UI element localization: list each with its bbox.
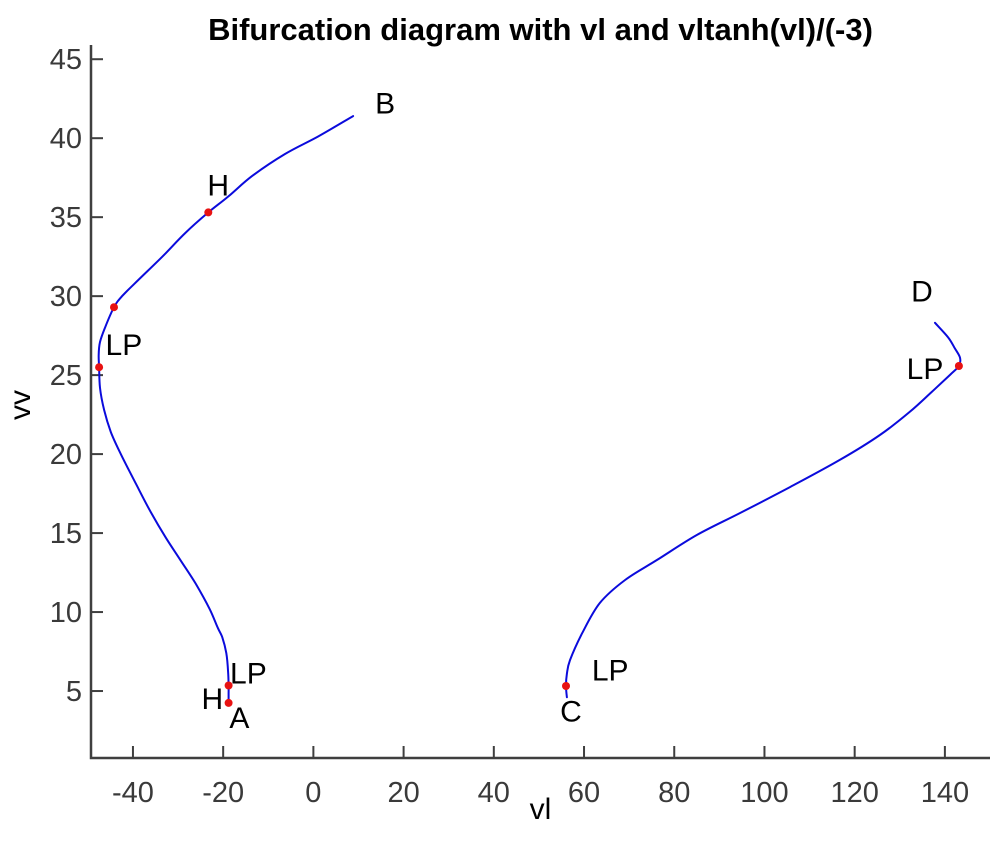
x-tick-label: 120 — [830, 777, 878, 809]
curve-left-equilibrium-branch — [97, 115, 355, 707]
bifurcation-marker — [224, 681, 233, 690]
markers — [95, 208, 963, 707]
y-tick-label: 35 — [50, 202, 82, 234]
y-tick-label: 10 — [50, 597, 82, 629]
y-tick-label: 45 — [50, 44, 82, 76]
y-tick-label: 20 — [50, 439, 82, 471]
annotation-label-c: C — [560, 696, 582, 729]
x-tick-label: 60 — [568, 777, 600, 809]
annotation-label-h: H — [201, 683, 223, 716]
bifurcation-marker — [110, 303, 118, 312]
x-tick-label: -20 — [202, 777, 244, 809]
axes: -40 -20 0 20 40 60 80 100 120 140 5 10 15 20 25 30 35 40 4… — [50, 44, 990, 809]
x-tick-label: 40 — [478, 777, 510, 809]
annotation-label-lp: LP — [106, 329, 143, 362]
annotation-label-d: D — [911, 275, 933, 308]
x-tick-label: 20 — [387, 777, 419, 809]
y-axis-label: vv — [4, 390, 37, 420]
y-tick-label: 25 — [50, 360, 82, 392]
y-tick-label: 15 — [50, 518, 82, 550]
curve-right-equilibrium-branch — [564, 321, 962, 699]
annotation-label-a: A — [229, 702, 249, 735]
annotation-label-b: B — [375, 87, 395, 120]
bifurcation-marker — [204, 208, 213, 217]
axis-spines — [89, 45, 990, 760]
annotation-label-lp: LP — [907, 353, 944, 386]
y-tick-label: 5 — [66, 676, 82, 708]
x-axis-label: vl — [529, 793, 552, 826]
y-tick-label: 30 — [50, 281, 82, 313]
x-tick-label: 80 — [658, 777, 690, 809]
bifurcation-marker — [95, 363, 104, 372]
chart-title: Bifurcation diagram with vl and vltanh(v… — [208, 12, 873, 47]
annotation-label-lp: LP — [230, 658, 267, 691]
annotation-label-lp: LP — [592, 655, 629, 688]
x-tick-label: 100 — [740, 777, 788, 809]
x-tick-label: -40 — [112, 777, 154, 809]
bifurcation-marker — [954, 362, 963, 370]
curves — [97, 115, 962, 707]
bifurcation-marker — [562, 682, 570, 690]
annotation-label-h: H — [207, 170, 229, 203]
x-tick-label: 140 — [921, 777, 969, 809]
y-tick-label: 40 — [50, 123, 82, 155]
bifurcation-marker — [224, 698, 233, 707]
x-tick-label: 0 — [305, 777, 321, 809]
